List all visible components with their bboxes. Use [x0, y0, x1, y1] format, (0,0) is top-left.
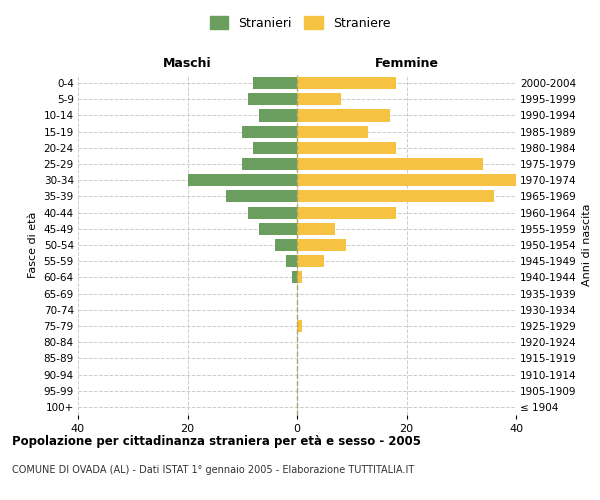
Bar — [275, 239, 297, 251]
Bar — [253, 142, 297, 154]
Bar — [297, 222, 335, 235]
Bar — [297, 272, 302, 283]
Bar — [297, 174, 516, 186]
Y-axis label: Anni di nascita: Anni di nascita — [583, 204, 592, 286]
Bar — [259, 222, 297, 235]
Bar — [286, 255, 297, 268]
Bar — [297, 320, 302, 332]
Bar — [297, 190, 494, 202]
Bar — [297, 239, 346, 251]
Y-axis label: Fasce di età: Fasce di età — [28, 212, 38, 278]
Bar — [297, 126, 368, 138]
Legend: Stranieri, Straniere: Stranieri, Straniere — [205, 11, 395, 35]
Bar — [297, 158, 483, 170]
Bar — [253, 77, 297, 89]
Bar — [242, 126, 297, 138]
Text: Maschi: Maschi — [163, 57, 212, 70]
Bar — [297, 77, 395, 89]
Text: Femmine: Femmine — [374, 57, 439, 70]
Bar — [248, 93, 297, 106]
Bar — [297, 93, 341, 106]
Text: COMUNE DI OVADA (AL) - Dati ISTAT 1° gennaio 2005 - Elaborazione TUTTITALIA.IT: COMUNE DI OVADA (AL) - Dati ISTAT 1° gen… — [12, 465, 414, 475]
Bar — [297, 206, 395, 218]
Bar — [242, 158, 297, 170]
Bar — [226, 190, 297, 202]
Text: Popolazione per cittadinanza straniera per età e sesso - 2005: Popolazione per cittadinanza straniera p… — [12, 435, 421, 448]
Bar — [297, 142, 395, 154]
Bar — [248, 206, 297, 218]
Bar — [297, 110, 390, 122]
Bar — [259, 110, 297, 122]
Bar — [297, 255, 325, 268]
Bar — [188, 174, 297, 186]
Bar — [292, 272, 297, 283]
